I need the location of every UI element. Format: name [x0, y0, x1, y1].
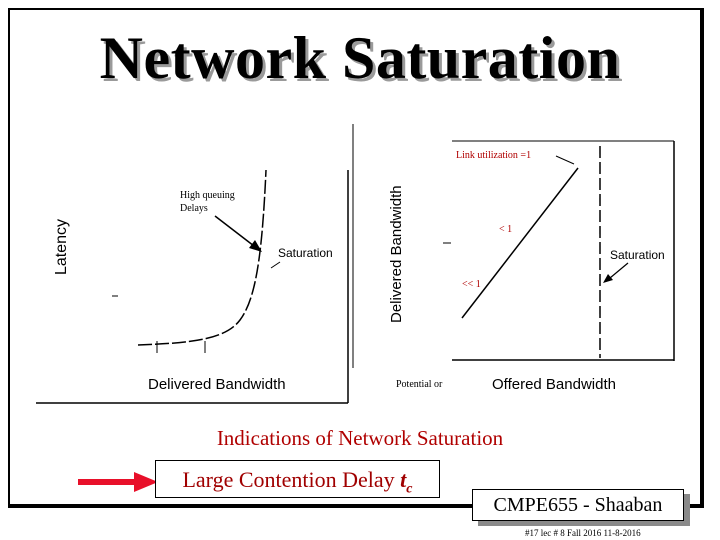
left-annotation-line2: Delays: [180, 203, 208, 214]
right-saturation-label: Saturation: [610, 248, 665, 262]
contention-text: Large Contention Delay: [182, 467, 401, 492]
right-plot-xlabel: Offered Bandwidth: [492, 376, 616, 393]
left-annotation-line1: High queuing: [180, 190, 235, 201]
slide-frame: [8, 8, 704, 508]
right-plot-panel: [452, 141, 674, 359]
red-arrow-icon: [78, 472, 158, 492]
right-plot-ylabel: Delivered Bandwidth: [388, 185, 405, 323]
bandwidth-line: [461, 167, 579, 319]
left-plot-xlabel: Delivered Bandwidth: [148, 376, 286, 393]
right-saturation-arrow-head: [603, 274, 613, 283]
left-saturation-label: Saturation: [278, 246, 333, 260]
left-plot-panel: [36, 170, 348, 402]
much-less-than-one-label: << 1: [462, 279, 481, 290]
course-badge: CMPE655 - Shaaban: [472, 489, 684, 521]
contention-t: t: [400, 467, 407, 492]
queuing-arrow-shaft: [214, 215, 255, 247]
link-utilization-label: Link utilization =1: [456, 150, 531, 161]
contention-box: Large Contention Delay tc: [155, 460, 440, 498]
link-utilization-pointer: [555, 155, 575, 165]
contention-sub: c: [406, 481, 413, 497]
subheading: Indications of Network Saturation: [216, 426, 504, 450]
latency-curve: [137, 169, 267, 346]
less-than-one-label: < 1: [499, 224, 512, 235]
left-plot-ylabel: Latency: [53, 219, 70, 275]
queuing-arrow-head: [249, 240, 262, 252]
left-saturation-pointer: [270, 261, 281, 269]
right-plot-xlabel-prefix: Potential or: [396, 379, 443, 390]
slide-footer: #17 lec # 8 Fall 2016 11-8-2016: [525, 528, 641, 538]
slide-title: Network Saturation: [99, 25, 621, 91]
right-saturation-arrow-shaft: [609, 262, 629, 279]
